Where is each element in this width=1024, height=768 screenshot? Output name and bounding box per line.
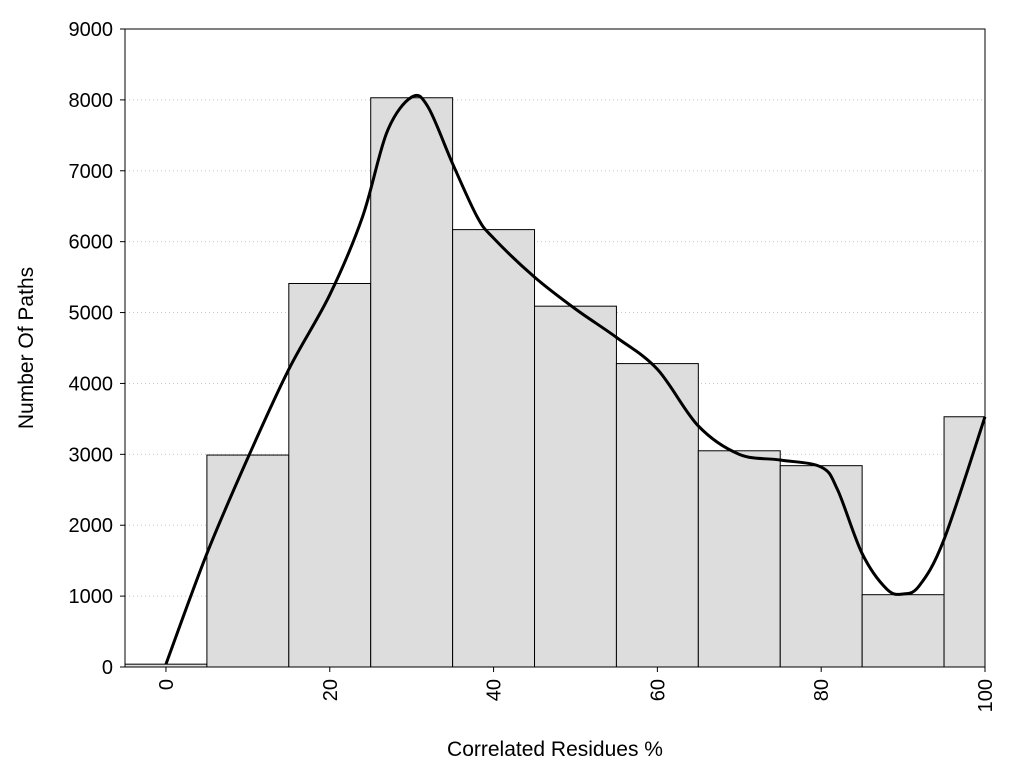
histogram-bar <box>943 416 986 668</box>
histogram-bar <box>288 282 372 668</box>
histogram-bar <box>697 450 781 668</box>
y-tick-label: 6000 <box>69 232 114 254</box>
y-axis-ticks: 0 1000 2000 3000 4000 5000 6000 7000 8000 9000 <box>69 19 125 679</box>
y-tick-label: 7000 <box>69 161 114 183</box>
x-tick-label: 80 <box>811 679 833 701</box>
histogram-bar <box>779 465 863 668</box>
plot-frame <box>124 28 986 668</box>
y-tick-label: 5000 <box>69 303 114 325</box>
histogram-bar <box>534 305 617 668</box>
series-line <box>164 93 987 665</box>
bars <box>124 97 986 668</box>
x-tick-label: 100 <box>975 679 997 712</box>
y-axis-label: Number Of Paths <box>15 267 38 429</box>
x-axis-ticks: 0 20 40 60 80 100 <box>156 667 997 712</box>
y-tick-label: 9000 <box>69 19 114 41</box>
y-tick-label: 0 <box>102 657 113 679</box>
histogram-bar <box>615 363 699 668</box>
y-tick-label: 1000 <box>69 586 114 608</box>
histogram-bar <box>861 594 945 668</box>
x-tick-label: 60 <box>647 679 669 701</box>
histogram-bar <box>452 229 536 668</box>
x-tick-label: 20 <box>320 679 342 701</box>
x-tick-label: 0 <box>156 679 178 690</box>
y-tick-label: 3000 <box>69 444 114 466</box>
x-tick-label: 40 <box>484 679 506 701</box>
y-tick-label: 2000 <box>69 515 114 537</box>
y-tick-label: 8000 <box>69 90 114 112</box>
histogram-bar <box>206 454 290 668</box>
histogram-bar <box>370 97 454 668</box>
y-tick-label: 4000 <box>69 373 114 395</box>
x-axis-label: Correlated Residues % <box>447 738 663 761</box>
smooth-curve <box>164 93 987 665</box>
